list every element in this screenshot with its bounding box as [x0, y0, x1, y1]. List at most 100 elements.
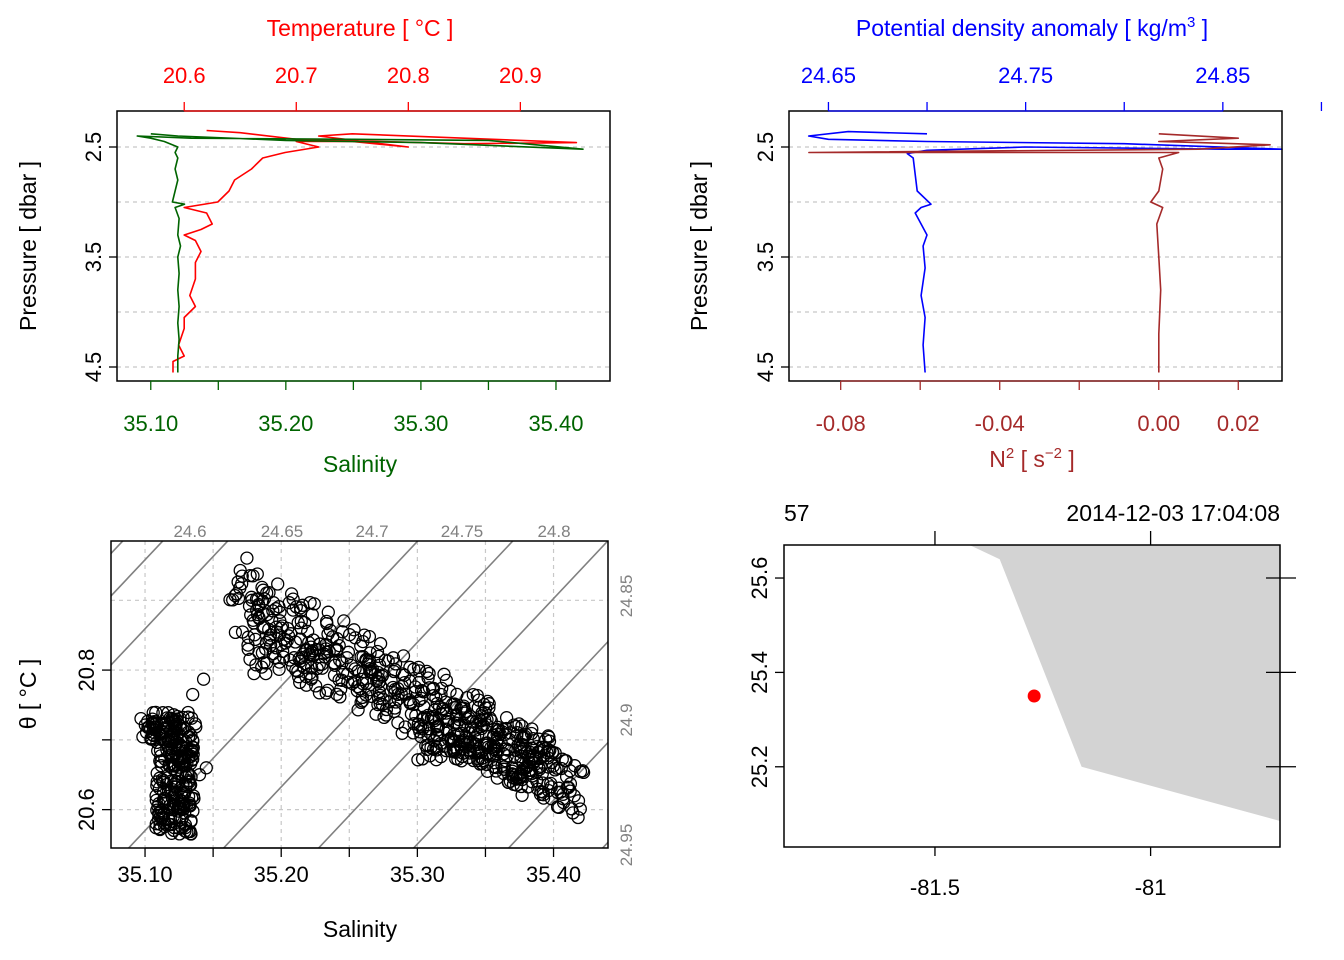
ts-point: [407, 662, 421, 676]
lat-tick-label: 25.2: [747, 745, 772, 788]
series-line-potential-density-anomaly: [807, 130, 1283, 373]
ts-point: [497, 728, 512, 742]
ts-point: [294, 614, 308, 628]
ts-point: [181, 705, 195, 720]
ts-point: [319, 645, 334, 659]
ts-point: [186, 747, 200, 761]
ts-point: [335, 656, 349, 670]
ts-point: [257, 619, 271, 634]
ts-point: [321, 683, 335, 698]
ts-point: [313, 637, 327, 651]
x-tick-label: 35.20: [254, 862, 309, 887]
ts-point: [153, 771, 167, 785]
ts-point: [341, 675, 355, 689]
ts-point: [388, 663, 402, 677]
lat-tick-label: 25.6: [747, 557, 772, 600]
density-axis-title: Potential density anomaly [ kg/m3 ]: [856, 14, 1208, 41]
ts-point: [184, 814, 198, 828]
ts-point: [284, 587, 299, 601]
ts-point: [179, 770, 193, 784]
isopycnal-label-right: 24.95: [617, 824, 636, 867]
ts-point: [273, 614, 287, 628]
ts-point: [263, 628, 278, 642]
ts-point: [327, 668, 342, 683]
ts-point: [514, 753, 528, 767]
top-axis-tick-label: 24.85: [1195, 63, 1250, 88]
isopycnal-line: [412, 640, 608, 848]
ts-point: [571, 810, 585, 825]
ts-point: [552, 800, 566, 815]
ts-point: [310, 661, 324, 676]
x-tick-label: 35.40: [526, 862, 581, 887]
ts-point: [563, 777, 578, 791]
ts-point: [240, 551, 254, 565]
ts-point: [166, 758, 180, 772]
ts-point: [330, 687, 344, 701]
ts-point: [344, 658, 358, 673]
ts-point: [303, 666, 317, 681]
ts-point: [252, 646, 266, 660]
ts-point: [388, 686, 402, 700]
isopycnal-label-right: 24.9: [617, 703, 636, 736]
ts-point: [395, 726, 409, 740]
ts-point: [355, 690, 370, 705]
ts-point: [156, 773, 171, 788]
ts-point: [471, 701, 485, 715]
ts-point: [525, 722, 539, 736]
bottom-axis-tick-label: 0.00: [1137, 411, 1180, 436]
ts-point: [434, 750, 448, 764]
ts-point: [340, 651, 354, 665]
ts-point: [403, 696, 417, 710]
ts-point: [463, 744, 477, 758]
ts-point: [296, 647, 311, 661]
ts-point: [416, 712, 430, 727]
ts-point: [446, 733, 461, 747]
ts-point: [415, 684, 429, 698]
ts-point: [412, 675, 426, 690]
ts-point: [152, 806, 166, 820]
ts-point: [396, 649, 411, 663]
ts-point: [181, 789, 196, 804]
ts-point: [243, 652, 257, 666]
ts-point: [512, 717, 526, 731]
ts-point: [256, 606, 270, 620]
ts-point: [437, 667, 451, 681]
ts-point: [273, 605, 287, 619]
station-map-panel: -81.5 -81 25.2 25.4 25.6 57 2014-12-03 17:04…: [747, 500, 1296, 900]
ts-point: [259, 642, 273, 656]
ts-point: [189, 720, 203, 734]
isopycnal-label-right: 24.85: [617, 575, 636, 618]
ts-point: [304, 672, 318, 686]
ts-point: [554, 761, 568, 776]
ts-point: [526, 731, 540, 746]
ts-point: [420, 664, 434, 679]
ts-point: [354, 639, 368, 653]
ts-point: [466, 687, 480, 702]
ts-point: [462, 726, 476, 740]
ts-point: [395, 667, 410, 681]
ts-point: [321, 605, 335, 619]
ts-point: [268, 650, 282, 665]
ts-point: [161, 721, 176, 735]
isopycnal-label-top: 24.7: [355, 522, 388, 541]
ts-point: [477, 738, 492, 752]
ts-point: [571, 794, 586, 808]
ts-point: [151, 744, 165, 758]
ts-point: [244, 608, 258, 622]
ts-point: [289, 600, 303, 614]
ts-point: [389, 695, 403, 709]
ts-point: [512, 771, 527, 786]
ts-point: [271, 577, 285, 591]
top-axis-tick-label: 24.65: [801, 63, 856, 88]
ts-point: [321, 627, 335, 641]
ts-point: [333, 690, 347, 704]
ts-point: [332, 653, 347, 667]
ts-point: [168, 721, 183, 736]
ts-point: [337, 614, 351, 628]
temperature-axis-title: Temperature [ °C ]: [267, 15, 454, 41]
ts-point: [272, 655, 287, 669]
bottom-axis-tick-label: -0.08: [816, 411, 866, 436]
profile-lines: [807, 130, 1283, 373]
pressure-gridlines: [117, 146, 610, 368]
ts-point: [480, 764, 495, 778]
